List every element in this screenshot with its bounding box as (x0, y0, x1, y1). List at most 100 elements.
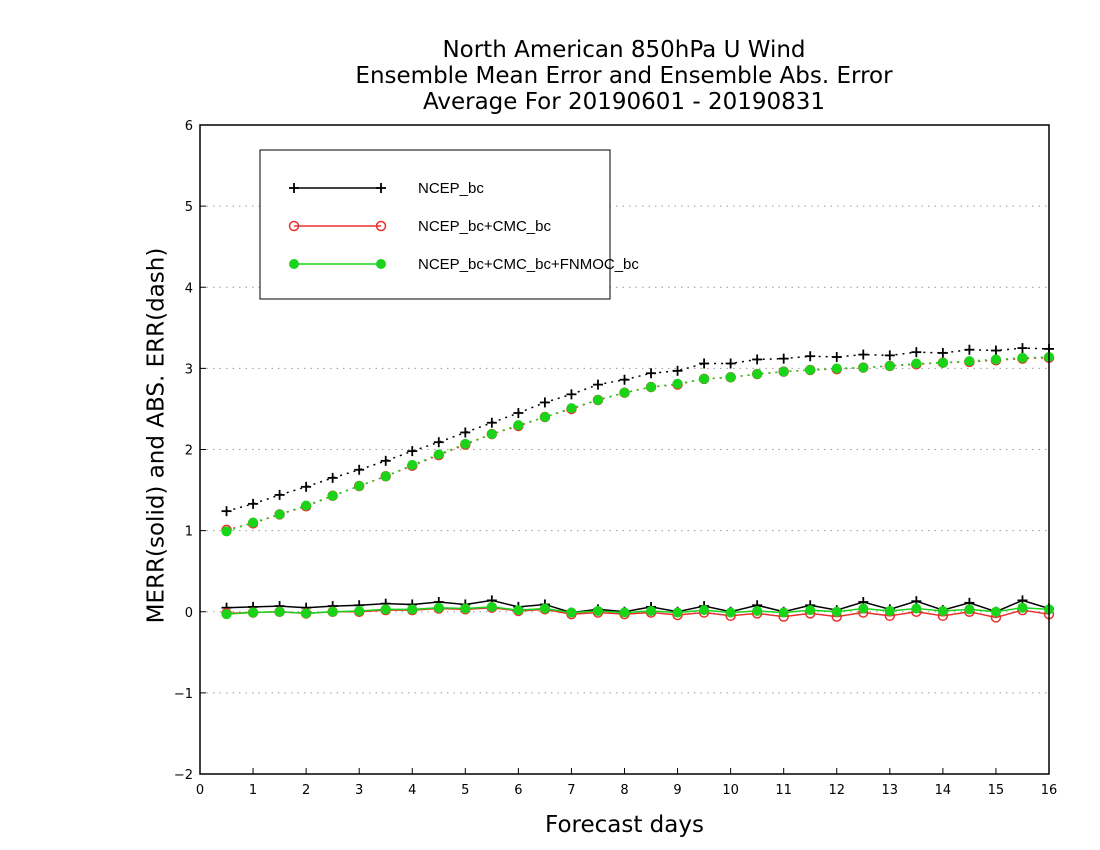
mean-err-point (964, 604, 975, 615)
abs-err-point (301, 481, 312, 492)
mean-err-point (1017, 602, 1028, 613)
y-tick-label: −2 (174, 768, 193, 783)
mean-err-point (619, 607, 630, 618)
y-tick-label: 6 (185, 119, 193, 134)
abs-err-point (1017, 343, 1028, 354)
abs-err-point (513, 407, 524, 418)
chart-title-line-3: Average For 20190601 - 20190831 (422, 89, 826, 115)
abs-err-point (433, 437, 444, 448)
abs-err-point (380, 471, 391, 482)
abs-err-point (301, 500, 312, 511)
abs-err-point (592, 379, 603, 390)
x-axis-label: Forecast days (545, 812, 704, 838)
mean-err-point (221, 609, 232, 620)
legend-box (259, 149, 611, 300)
abs-err-point (486, 417, 497, 428)
legend-item: NCEP_bc+CMC_bc (288, 218, 551, 235)
chart-title-line-2: Ensemble Mean Error and Ensemble Abs. Er… (355, 63, 893, 89)
mean-err-point (752, 605, 763, 616)
abs-err-point (752, 369, 763, 380)
mean-err-point (831, 606, 842, 617)
y-tick-label: 2 (185, 444, 193, 459)
y-tick-label: 0 (185, 606, 193, 621)
x-tick-label: 6 (514, 783, 522, 798)
mean-err-point (937, 605, 948, 616)
mean-err-point (805, 605, 816, 616)
legend-marker (375, 220, 387, 232)
mean-err-point (327, 606, 338, 617)
x-tick-label: 2 (302, 783, 310, 798)
abs-err-point (221, 506, 232, 517)
series-layer (221, 343, 1055, 623)
abs-err-point (725, 372, 736, 383)
y-tick-label: 3 (185, 362, 193, 377)
legend-marker (288, 220, 300, 232)
x-tick-label: 5 (461, 783, 469, 798)
mean-err-point (460, 603, 471, 614)
abs-err-point (990, 345, 1001, 356)
mean-err-point (433, 602, 444, 613)
legend-marker (376, 183, 386, 193)
mean-err-point (354, 605, 365, 616)
abs-err-point (274, 509, 285, 520)
abs-err-point (778, 366, 789, 377)
abs-err-point (619, 387, 630, 398)
abs-err-point (699, 358, 710, 369)
y-tick-label: 1 (185, 525, 193, 540)
mean-err-point (407, 604, 418, 615)
abs-err-point (327, 472, 338, 483)
abs-err-point (619, 374, 630, 385)
mean-err-point (539, 603, 550, 614)
abs-err-point (407, 459, 418, 470)
abs-err-point (592, 395, 603, 406)
abs-err-point (646, 382, 657, 393)
abs-err-point (858, 349, 869, 360)
mean-err-point (380, 604, 391, 615)
mean-err-point (248, 607, 259, 618)
x-tick-label: 1 (249, 783, 257, 798)
mean-err-point (858, 603, 869, 614)
abs-err-point (937, 347, 948, 358)
abs-err-line (226, 347, 1050, 512)
abs-err-point (539, 412, 550, 423)
abs-err-point (858, 362, 869, 373)
y-tick-label: 4 (185, 281, 193, 296)
abs-err-point (699, 373, 710, 384)
legend: NCEP_bc NCEP_bc+CMC_bc NCEP_bc+CMC_bc+FNMO… (259, 149, 639, 300)
x-tick-label: 10 (722, 783, 739, 798)
x-tick-label: 11 (775, 783, 792, 798)
x-tick-label: 7 (567, 783, 575, 798)
abs-err-point (433, 449, 444, 460)
mean-err-point (274, 606, 285, 617)
abs-err-point (884, 360, 895, 371)
abs-err-point (805, 364, 816, 375)
abs-err-point (327, 490, 338, 501)
legend-label: NCEP_bc (418, 180, 484, 197)
abs-err-point (964, 356, 975, 367)
abs-err-point (248, 498, 259, 509)
abs-err-point (646, 368, 657, 379)
x-tick-label: 3 (355, 783, 363, 798)
x-tick-label: 12 (828, 783, 845, 798)
abs-err-point (354, 464, 365, 475)
abs-err-point (884, 350, 895, 361)
x-tick-label: 8 (620, 783, 628, 798)
chart-title-line-1: North American 850hPa U Wind (442, 37, 806, 63)
mean-err-point (646, 605, 657, 616)
abs-err-point (460, 427, 471, 438)
x-tick-label: 0 (196, 783, 204, 798)
abs-err-point (937, 357, 948, 368)
abs-err-line (226, 357, 1050, 531)
abs-err-point (964, 344, 975, 355)
legend-marker (289, 183, 299, 193)
y-axis-label: MERR(solid) and ABS. ERR(dash) (144, 248, 170, 624)
mean-err-point (301, 608, 312, 619)
abs-err-point (566, 389, 577, 400)
x-tick-label: 14 (935, 783, 952, 798)
mean-err-point (672, 607, 683, 618)
x-tick-label: 16 (1041, 783, 1058, 798)
x-tick-label: 13 (882, 783, 899, 798)
x-tick-label: 4 (408, 783, 416, 798)
